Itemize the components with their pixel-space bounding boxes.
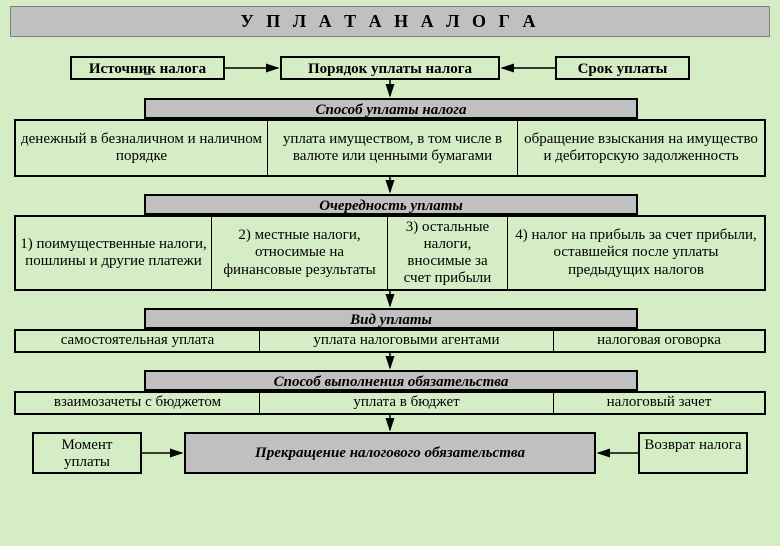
arrows: [0, 6, 780, 546]
